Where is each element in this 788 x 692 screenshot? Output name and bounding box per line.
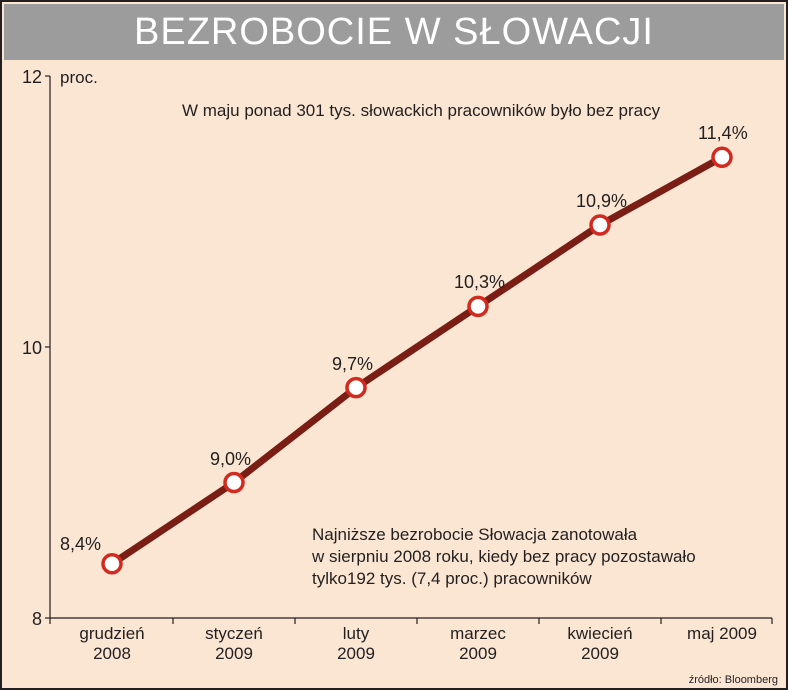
title-bar: BEZROBOCIE W SŁOWACJI: [4, 4, 784, 60]
data-label-5: 11,4%: [698, 123, 748, 144]
x-label-5: maj 2009: [667, 624, 777, 644]
data-label-1: 9,0%: [210, 449, 251, 470]
x-label-0: grudzień2008: [57, 624, 167, 663]
data-label-3: 10,3%: [454, 272, 505, 293]
data-label-0: 8,4%: [60, 534, 101, 555]
annotation-bottom-l1: Najniższe bezrobocie Słowacja zanotowała: [312, 524, 696, 546]
x-label-1: styczeń2009: [179, 624, 289, 663]
x-label-3: marzec2009: [423, 624, 533, 663]
data-label-2: 9,7%: [332, 354, 373, 375]
chart-title: BEZROBOCIE W SŁOWACJI: [134, 11, 654, 54]
chart-frame: BEZROBOCIE W SŁOWACJI 12 10 8 proc. W ma…: [0, 0, 788, 690]
annotation-bottom: Najniższe bezrobocie Słowacja zanotowała…: [312, 524, 696, 590]
annotation-bottom-l2: w sierpniu 2008 roku, kiedy bez pracy po…: [312, 546, 696, 568]
annotation-bottom-l3: tylko192 tys. (7,4 proc.) pracowników: [312, 568, 696, 590]
data-label-4: 10,9%: [576, 191, 627, 212]
line-chart-svg: [2, 62, 788, 692]
chart-area: 12 10 8 proc. W maju ponad 301 tys. słow…: [2, 62, 786, 688]
source-label: źródło: Bloomberg: [689, 674, 778, 686]
x-label-4: kwiecień2009: [545, 624, 655, 663]
x-label-2: luty2009: [301, 624, 411, 663]
